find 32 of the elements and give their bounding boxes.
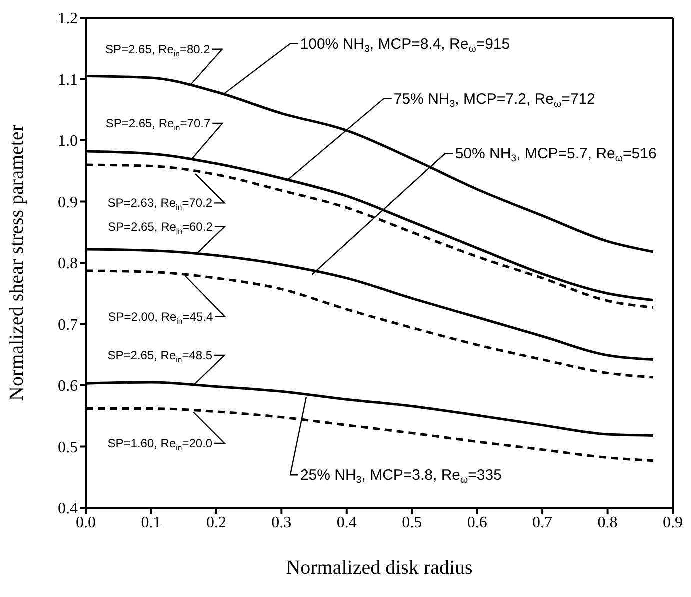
annotation: SP=2.63, Re$_{in}$=70.2 xyxy=(108,196,213,212)
x-tick-label: 0.9 xyxy=(663,514,683,532)
annotation: 75% NH$_{3}$, MCP=7.2, Re$_{ω}$=712 xyxy=(394,90,596,110)
x-tick-label: 0.2 xyxy=(206,514,226,532)
y-tick-label: 0.7 xyxy=(58,316,78,334)
y-tick-label: 0.8 xyxy=(58,256,78,273)
y-tick-label: 0.9 xyxy=(58,194,78,212)
annotation: 100% NH$_{3}$, MCP=8.4, Re$_{ω}$=915 xyxy=(300,35,510,55)
y-axis-title: Normalized shear stress parameter xyxy=(6,124,28,401)
annotation: SP=1.60, Re$_{in}$=20.0 xyxy=(108,436,213,452)
y-tick-label: 1.1 xyxy=(58,72,78,89)
x-axis-title: Normalized disk radius xyxy=(286,557,474,579)
y-tick-label: 1.0 xyxy=(58,133,78,150)
x-tick-label: 0.7 xyxy=(532,514,553,532)
x-tick-label: 0.0 xyxy=(76,514,96,532)
y-tick-label: 0.6 xyxy=(58,378,78,396)
y-tick-label: 0.5 xyxy=(58,439,78,456)
x-tick-label: 0.4 xyxy=(336,514,357,532)
x-tick-label: 0.8 xyxy=(598,514,618,532)
annotation: 50% NH$_{3}$, MCP=5.7, Re$_{ω}$=516 xyxy=(455,145,657,165)
annotation: SP=2.65, Re$_{in}$=48.5 xyxy=(108,348,213,364)
annotation: SP=2.65, Re$_{in}$=60.2 xyxy=(108,220,214,236)
annotation: SP=2.65, Re$_{in}$=80.2 xyxy=(106,42,211,58)
y-tick-label: 1.2 xyxy=(58,10,78,28)
annotation: SP=2.00, Re$_{in}$=45.4 xyxy=(108,310,214,326)
x-tick-label: 0.5 xyxy=(402,514,422,532)
x-tick-label: 0.3 xyxy=(272,514,292,532)
annotation: SP=2.65, Re$_{in}$=70.7 xyxy=(106,116,211,132)
annotation: 25% NH$_{3}$, MCP=3.8, Re$_{ω}$=335 xyxy=(300,466,502,486)
x-tick-label: 0.1 xyxy=(141,514,162,532)
y-tick-label: 0.4 xyxy=(58,500,78,518)
x-tick-label: 0.6 xyxy=(467,514,488,532)
